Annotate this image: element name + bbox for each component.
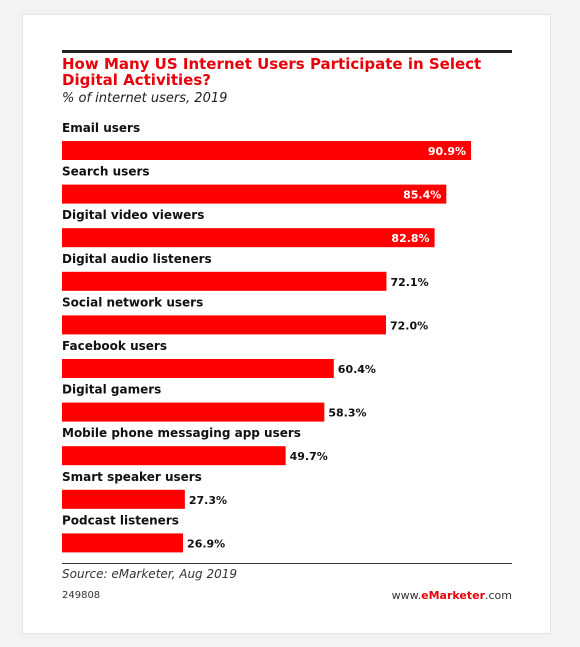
bar: [62, 533, 184, 553]
chart-id: 249808: [62, 590, 101, 601]
category-label: Digital audio listeners: [62, 252, 212, 266]
value-label: 72.1%: [390, 276, 428, 289]
chart-title: How Many US Internet Users Participate i…: [62, 55, 482, 89]
bar: [62, 141, 472, 160]
category-label: Social network users: [62, 295, 203, 309]
value-label: 85.4%: [403, 189, 441, 202]
category-label: Digital video viewers: [62, 208, 204, 222]
bar: [62, 489, 185, 509]
category-label: Email users: [62, 121, 140, 135]
bar: [62, 446, 286, 466]
value-label: 60.4%: [338, 363, 376, 376]
value-label: 90.9%: [428, 145, 466, 158]
top-rule: [62, 50, 512, 53]
bar: [62, 271, 387, 291]
category-label: Smart speaker users: [62, 470, 202, 484]
value-label: 72.0%: [390, 319, 428, 332]
value-label: 58.3%: [328, 407, 366, 420]
value-label: 49.7%: [290, 450, 328, 463]
bar: [62, 359, 334, 378]
value-label: 27.3%: [189, 494, 227, 507]
category-label: Podcast listeners: [62, 513, 179, 527]
site-url[interactable]: www.eMarketer.com: [392, 589, 512, 602]
site-suffix: .com: [485, 589, 512, 602]
category-label: Digital gamers: [62, 383, 161, 397]
chart-subtitle: % of internet users, 2019: [62, 91, 228, 106]
category-label: Search users: [62, 165, 150, 179]
category-label: Facebook users: [62, 339, 167, 353]
value-label: 26.9%: [187, 537, 225, 550]
site-prefix: www.: [391, 589, 422, 602]
source-note: Source: eMarketer, Aug 2019: [62, 567, 238, 581]
bar: [62, 184, 447, 204]
bar-chart: Email users 90.9% Search users 85.4% Digital…: [62, 121, 472, 553]
bottom-rule: [62, 563, 512, 564]
site-brand: eMarketer: [421, 589, 485, 602]
value-label: 82.8%: [391, 232, 429, 245]
bar: [62, 402, 325, 422]
bar: [62, 315, 386, 335]
bar: [62, 228, 435, 248]
category-label: Mobile phone messaging app users: [62, 426, 301, 440]
